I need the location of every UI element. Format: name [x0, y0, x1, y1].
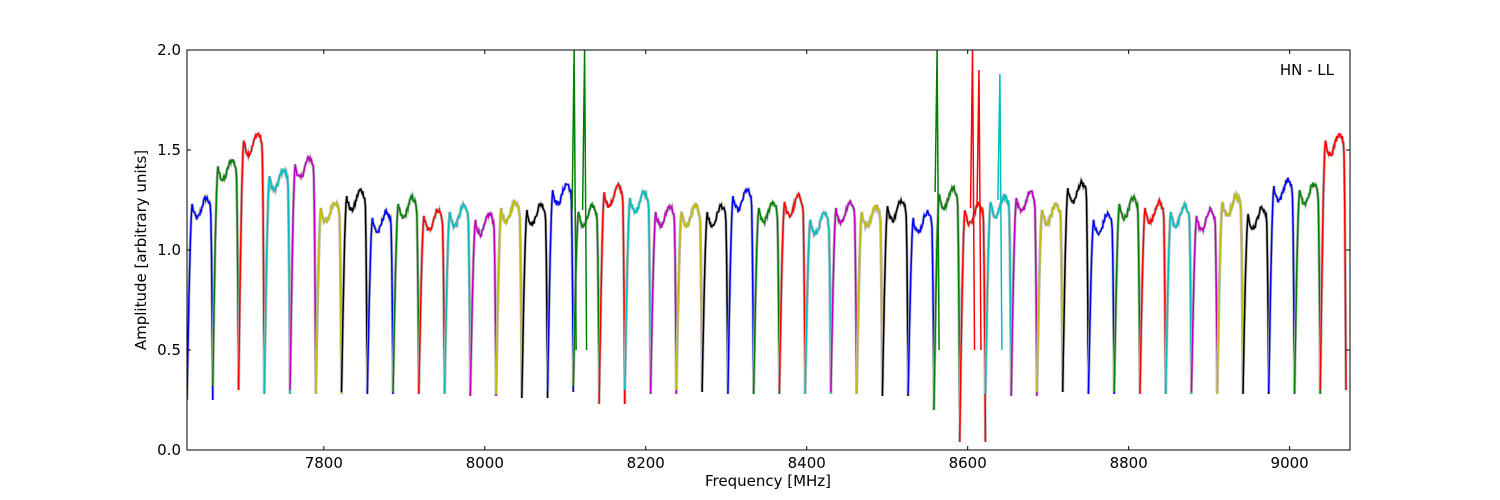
- channel-trace: [289, 155, 317, 391]
- channel-trace: [675, 203, 703, 391]
- channel-trace: [1293, 182, 1321, 395]
- channel-trace: [830, 199, 858, 393]
- channel-trace: [315, 200, 343, 395]
- plot-area: [187, 50, 1348, 443]
- channel-trace: [958, 201, 987, 443]
- channel-trace: [418, 207, 446, 395]
- channel-trace: [1113, 194, 1141, 393]
- channel-trace: [1087, 210, 1115, 395]
- channel-trace: [804, 211, 832, 395]
- channel-trace: [1036, 202, 1064, 393]
- y-tick-label: 1.0: [157, 241, 181, 259]
- interference-spike: [571, 50, 577, 351]
- x-tick-label: 8800: [1110, 454, 1148, 472]
- channel-trace: [546, 183, 575, 393]
- y-tick-label: 0.0: [157, 441, 181, 459]
- channel-trace: [649, 204, 678, 395]
- channel-trace: [1061, 177, 1090, 393]
- channel-trace: [469, 211, 497, 397]
- x-tick-label: 8200: [627, 454, 665, 472]
- channel-trace: [1010, 190, 1038, 397]
- channel-trace: [598, 182, 626, 405]
- x-tick-label: 9000: [1271, 454, 1309, 472]
- interference-spike: [976, 69, 982, 351]
- channel-trace: [727, 187, 755, 395]
- channel-trace: [1190, 206, 1218, 393]
- y-tick-label: 2.0: [157, 41, 181, 59]
- channel-trace: [187, 195, 214, 401]
- channel-trace: [495, 199, 523, 395]
- channel-trace: [212, 159, 240, 387]
- channel-trace: [237, 132, 266, 391]
- channel-trace: [855, 205, 884, 395]
- interference-spike: [934, 50, 940, 351]
- channel-trace: [366, 208, 394, 395]
- channel-trace: [752, 200, 781, 395]
- y-axis-ticks: 0.0 0.5 1.0 1.5 2.0: [157, 41, 1350, 459]
- channel-trace: [392, 193, 420, 393]
- channel-trace: [881, 197, 909, 397]
- x-axis-label: Frequency [MHz]: [705, 472, 831, 490]
- channel-trace: [263, 167, 291, 395]
- channel-trace: [984, 193, 1012, 395]
- corner-annotation: HN - LL: [1280, 61, 1335, 79]
- y-tick-label: 0.5: [157, 341, 181, 359]
- x-tick-label: 8400: [788, 454, 826, 472]
- x-tick-label: 8000: [466, 454, 504, 472]
- channel-trace: [443, 201, 472, 395]
- x-tick-label: 7800: [305, 454, 343, 472]
- channel-trace: [701, 202, 729, 393]
- channel-trace: [1319, 133, 1347, 391]
- channel-trace: [907, 209, 935, 395]
- channel-trace: [778, 192, 806, 391]
- channel-trace: [340, 188, 369, 393]
- y-axis-label: Amplitude [arbitrary units]: [132, 150, 150, 350]
- channel-trace: [1267, 177, 1296, 393]
- x-tick-label: 8600: [949, 454, 987, 472]
- channel-trace: [521, 202, 549, 399]
- channel-trace: [1164, 201, 1193, 395]
- interference-spike: [969, 50, 976, 351]
- x-axis-ticks: 7800 8000 8200 8400 8600 8800 9000: [305, 50, 1309, 472]
- interference-spike: [581, 50, 588, 351]
- channel-trace: [624, 189, 652, 391]
- channel-trace: [1139, 197, 1167, 395]
- interference-spike: [997, 73, 1003, 351]
- channel-trace: [1242, 205, 1270, 395]
- channel-trace: [1216, 191, 1244, 395]
- y-tick-label: 1.5: [157, 141, 181, 159]
